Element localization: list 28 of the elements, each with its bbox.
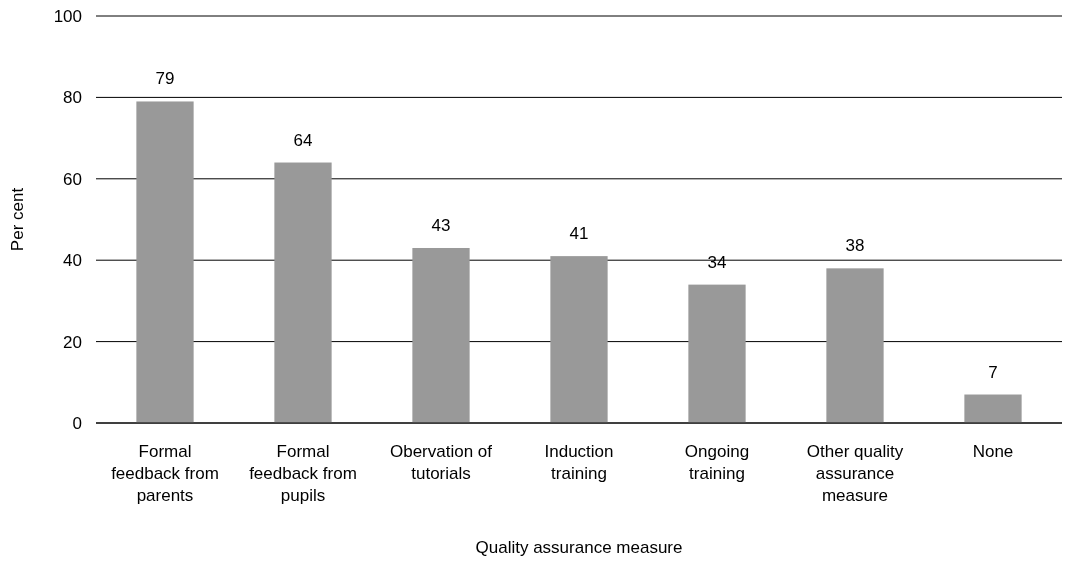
x-axis-title: Quality assurance measure xyxy=(475,538,683,557)
bar xyxy=(826,268,884,423)
x-tick-label: None xyxy=(972,442,1014,461)
bar xyxy=(136,101,194,423)
y-tick-label: 100 xyxy=(53,6,82,26)
x-tick-label: Obervation of tutorials xyxy=(389,442,493,483)
y-tick-label: 60 xyxy=(63,169,82,189)
bar xyxy=(550,256,608,423)
x-tick-label: Formal feedback from parents xyxy=(111,442,219,505)
y-tick-label: 40 xyxy=(63,251,82,271)
bar xyxy=(688,284,746,423)
x-tick-label: Other quality assurance measure xyxy=(806,442,904,505)
x-tick-label: Formal feedback from pupils xyxy=(249,442,357,505)
data-label: 43 xyxy=(431,215,451,235)
data-label: 41 xyxy=(569,224,589,244)
bar xyxy=(274,162,332,423)
data-label: 7 xyxy=(988,362,998,382)
bar xyxy=(964,394,1022,423)
y-tick-label: 0 xyxy=(72,413,82,433)
y-tick-label: 20 xyxy=(63,332,82,352)
x-tick-label: Ongoing training xyxy=(684,442,750,483)
bar xyxy=(412,247,470,423)
data-label: 64 xyxy=(293,130,313,150)
y-axis-title: Per cent xyxy=(8,187,27,252)
data-label: 79 xyxy=(155,69,175,89)
x-tick-label: Induction training xyxy=(544,442,614,483)
y-tick-label: 80 xyxy=(63,88,82,108)
data-label: 38 xyxy=(845,236,865,256)
